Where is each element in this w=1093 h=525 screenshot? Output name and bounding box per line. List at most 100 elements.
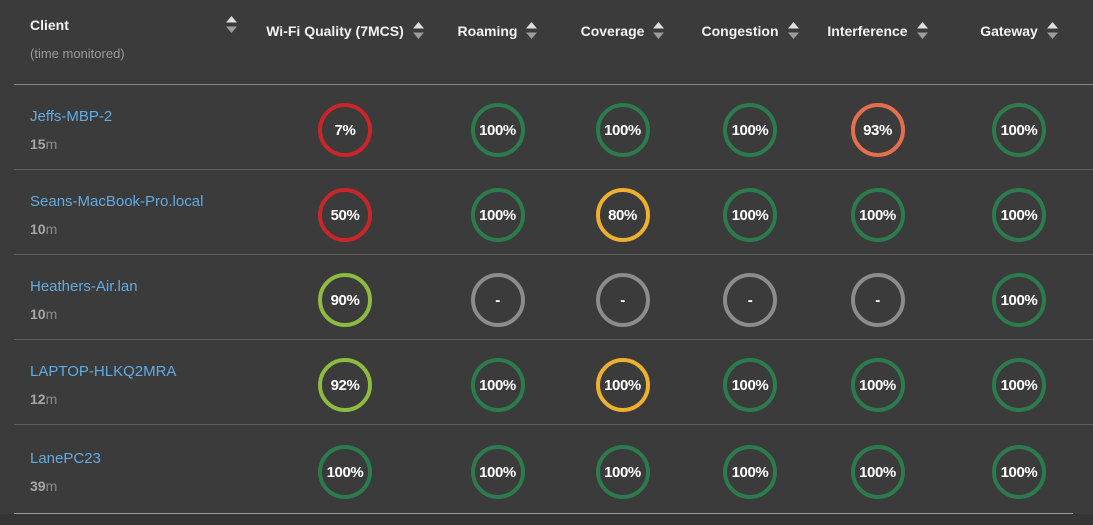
- column-header-congestion[interactable]: Congestion: [690, 0, 810, 39]
- metric-value: 100%: [731, 206, 769, 224]
- metric-cell-wifi-quality: 50%: [250, 182, 440, 242]
- metric-cell-coverage: 80%: [555, 182, 690, 242]
- client-name-link[interactable]: Seans-MacBook-Pro.local: [30, 193, 204, 210]
- time-unit: m: [45, 136, 58, 152]
- client-name-link[interactable]: Heathers-Air.lan: [30, 278, 138, 295]
- metric-cell-congestion: 100%: [690, 97, 810, 157]
- time-value: 12: [30, 391, 46, 407]
- column-header-coverage[interactable]: Coverage: [555, 0, 690, 39]
- metric-value: 100%: [731, 376, 769, 394]
- metric-value: 100%: [604, 376, 641, 394]
- metric-value: 100%: [731, 463, 769, 481]
- client-cell: LAPTOP-HLKQ2MRA 12m: [0, 357, 250, 407]
- row-divider: [14, 254, 1093, 255]
- metric-badge: 100%: [470, 358, 525, 412]
- client-cell: Heathers-Air.lan 10m: [0, 272, 250, 322]
- sort-arrows-icon[interactable]: [787, 22, 799, 39]
- row-divider: [14, 339, 1093, 340]
- metric-badge: 100%: [723, 188, 777, 242]
- table-header: Client (time monitored) Wi-Fi Quality (7…: [0, 0, 1093, 84]
- column-header-gateway[interactable]: Gateway: [945, 0, 1093, 39]
- monitored-time: 12m: [30, 391, 250, 407]
- client-cell: LanePC23 39m: [0, 444, 250, 494]
- metric-cell-roaming: 100%: [440, 352, 555, 412]
- bottom-panel-edge: [0, 514, 1093, 525]
- metric-cell-wifi-quality: 90%: [250, 267, 440, 327]
- metric-cell-interference: 100%: [810, 352, 945, 412]
- column-label-client: Client: [30, 16, 69, 33]
- metric-value: 100%: [1000, 291, 1038, 309]
- metric-value: 100%: [731, 121, 769, 139]
- column-label-interference: Interference: [827, 22, 908, 39]
- metric-badge: 100%: [992, 358, 1046, 412]
- metric-badge: 100%: [992, 445, 1046, 499]
- metric-value: 100%: [859, 206, 896, 224]
- time-value: 10: [30, 306, 46, 322]
- metric-value: 80%: [608, 206, 637, 224]
- metric-badge: 50%: [318, 188, 372, 242]
- metric-value: 100%: [479, 376, 516, 394]
- column-label-wifi-quality: Wi-Fi Quality (7MCS): [266, 22, 404, 39]
- metric-cell-roaming: -: [440, 267, 555, 327]
- column-header-interference[interactable]: Interference: [810, 0, 945, 39]
- client-name-link[interactable]: Jeffs-MBP-2: [30, 108, 113, 125]
- client-name-link[interactable]: LanePC23: [30, 450, 101, 467]
- metric-badge: 100%: [723, 358, 777, 412]
- metric-value: -: [875, 291, 880, 309]
- monitored-time: 15m: [30, 136, 250, 152]
- header-divider: [14, 84, 1093, 85]
- metric-value: 92%: [330, 376, 360, 394]
- column-header-roaming[interactable]: Roaming: [440, 0, 555, 39]
- metric-value: -: [495, 291, 500, 309]
- client-name-link[interactable]: LAPTOP-HLKQ2MRA: [30, 363, 177, 380]
- metric-cell-congestion: 100%: [690, 352, 810, 412]
- column-header-wifi-quality[interactable]: Wi-Fi Quality (7MCS): [250, 0, 440, 39]
- metric-badge: 100%: [723, 445, 777, 499]
- metric-badge: 100%: [595, 103, 650, 157]
- sort-arrows-icon[interactable]: [526, 22, 538, 39]
- metric-value: 7%: [334, 121, 356, 139]
- metric-cell-interference: 100%: [810, 182, 945, 242]
- column-header-client[interactable]: Client (time monitored): [0, 0, 250, 84]
- sort-arrows-icon[interactable]: [412, 22, 424, 39]
- metric-cell-gateway: 100%: [945, 439, 1093, 499]
- table-bottom-divider: [14, 513, 1073, 514]
- sort-arrows-icon[interactable]: [1046, 22, 1058, 39]
- metric-badge: 100%: [318, 445, 372, 499]
- sort-arrows-icon[interactable]: [916, 22, 928, 39]
- metric-badge: 100%: [470, 445, 525, 499]
- metric-badge: 100%: [470, 103, 525, 157]
- table-row: LAPTOP-HLKQ2MRA 12m 92% 100% 100% 100% 1…: [0, 340, 1093, 424]
- metric-cell-interference: 93%: [810, 97, 945, 157]
- metric-value: -: [747, 291, 753, 309]
- metric-value: 100%: [859, 463, 896, 481]
- metric-value: 100%: [1000, 206, 1038, 224]
- metric-cell-interference: 100%: [810, 439, 945, 499]
- metric-badge: 100%: [595, 445, 650, 499]
- metric-cell-gateway: 100%: [945, 352, 1093, 412]
- column-label-roaming: Roaming: [457, 22, 518, 39]
- metric-cell-congestion: 100%: [690, 182, 810, 242]
- sort-arrows-icon[interactable]: [226, 16, 237, 33]
- metric-value: 100%: [479, 121, 516, 139]
- metric-badge: 92%: [318, 358, 372, 412]
- metric-cell-wifi-quality: 100%: [250, 439, 440, 499]
- metric-badge: 100%: [595, 358, 650, 412]
- metric-value: 90%: [330, 291, 360, 309]
- time-unit: m: [45, 478, 58, 494]
- column-label-gateway: Gateway: [980, 22, 1038, 39]
- column-sublabel-time-monitored: (time monitored): [30, 46, 125, 61]
- metric-badge: 100%: [850, 445, 905, 499]
- metric-badge: 80%: [595, 188, 650, 242]
- metric-cell-interference: -: [810, 267, 945, 327]
- table-row: Heathers-Air.lan 10m 90% - - - - 100%: [0, 255, 1093, 339]
- time-value: 15: [30, 136, 46, 152]
- metric-badge: 100%: [850, 188, 905, 242]
- metric-cell-gateway: 100%: [945, 267, 1093, 327]
- time-value: 10: [30, 221, 46, 237]
- metric-badge: -: [723, 273, 777, 327]
- column-label-coverage: Coverage: [580, 22, 645, 39]
- sort-arrows-icon[interactable]: [653, 22, 665, 39]
- row-divider: [14, 424, 1093, 425]
